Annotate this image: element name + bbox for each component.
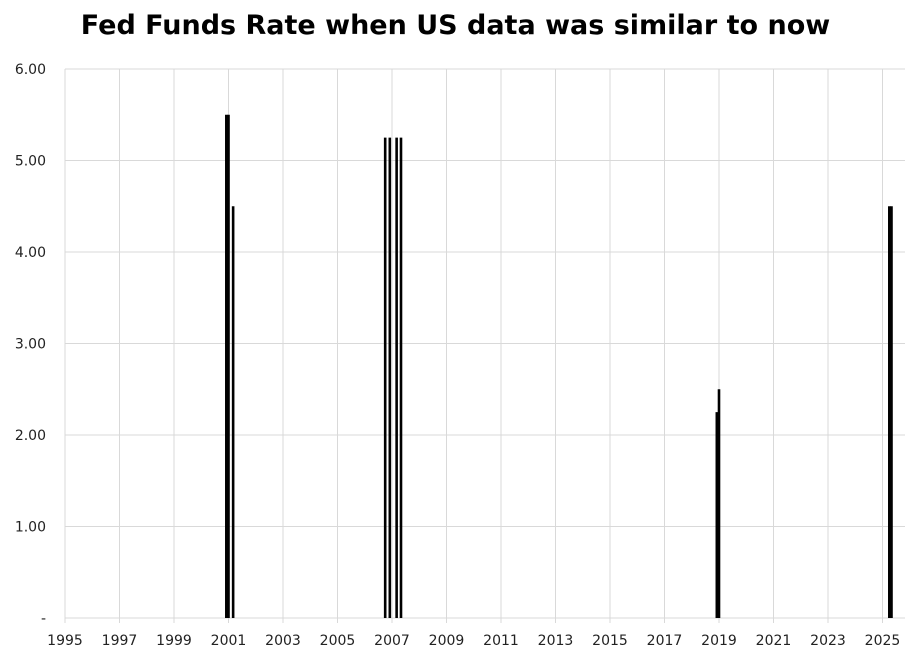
x-tick-label: 2013 bbox=[538, 633, 574, 649]
x-tick-label: 2009 bbox=[429, 633, 465, 649]
y-tick-label: - bbox=[41, 611, 46, 627]
x-tick-label: 1995 bbox=[47, 633, 83, 649]
bar bbox=[227, 114, 230, 618]
chart-title: Fed Funds Rate when US data was similar … bbox=[80, 10, 831, 41]
y-tick-label: 4.00 bbox=[15, 245, 46, 261]
x-tick-label: 2015 bbox=[592, 633, 628, 649]
y-tick-label: 3.00 bbox=[15, 337, 46, 353]
bar bbox=[717, 389, 721, 618]
x-tick-label: 2005 bbox=[320, 633, 356, 649]
bar bbox=[383, 137, 387, 618]
x-tick-label: 1999 bbox=[156, 633, 192, 649]
bar bbox=[388, 137, 392, 618]
bar bbox=[231, 206, 235, 618]
bar bbox=[225, 114, 228, 618]
x-tick-label: 2019 bbox=[701, 633, 737, 649]
x-tick-label: 2025 bbox=[865, 633, 901, 649]
x-tick-label: 2011 bbox=[483, 633, 519, 649]
x-tick-label: 2007 bbox=[374, 633, 410, 649]
bar bbox=[715, 412, 719, 618]
x-tick-label: 2001 bbox=[211, 633, 247, 649]
x-tick-label: 2003 bbox=[265, 633, 301, 649]
bar bbox=[888, 206, 891, 618]
bar bbox=[890, 206, 893, 618]
bar bbox=[399, 137, 403, 618]
x-tick-label: 1997 bbox=[102, 633, 138, 649]
y-tick-label: 1.00 bbox=[15, 520, 46, 536]
y-tick-label: 2.00 bbox=[15, 428, 46, 444]
y-tick-label: 5.00 bbox=[15, 154, 46, 170]
x-tick-label: 2017 bbox=[647, 633, 683, 649]
bar bbox=[395, 137, 398, 618]
x-tick-label: 2023 bbox=[810, 633, 846, 649]
x-tick-label: 2021 bbox=[756, 633, 792, 649]
y-tick-label: 6.00 bbox=[15, 62, 46, 78]
